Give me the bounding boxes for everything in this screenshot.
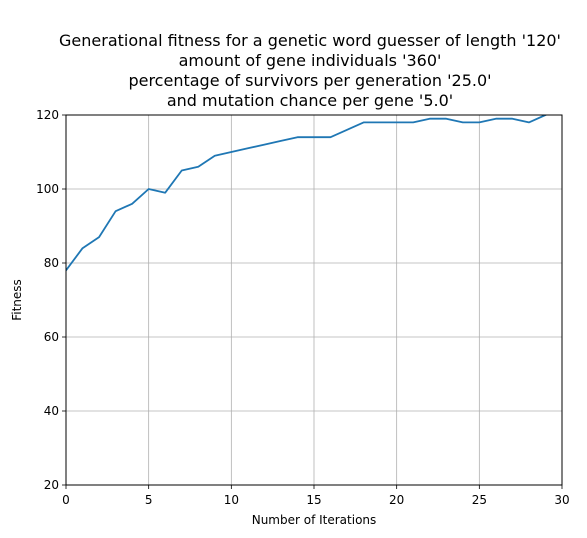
chart-title: Generational fitness for a genetic word … [59, 31, 561, 110]
x-axis-label: Number of Iterations [252, 513, 377, 527]
title-line-1: Generational fitness for a genetic word … [59, 31, 561, 50]
y-tick-label-20: 20 [44, 478, 59, 492]
y-axis-label: Fitness [10, 279, 24, 321]
grid-lines [65, 114, 563, 486]
y-tick-label-40: 40 [44, 404, 59, 418]
y-tick-label-60: 60 [44, 330, 59, 344]
y-tick-label-120: 120 [36, 108, 59, 122]
y-axis-ticks: 20 40 60 80 100 120 [36, 108, 66, 492]
series-group [66, 115, 547, 272]
x-tick-label-0: 0 [62, 493, 70, 507]
x-tick-label-5: 5 [145, 493, 153, 507]
series-line-fitness [66, 115, 547, 272]
x-tick-label-20: 20 [389, 493, 404, 507]
x-tick-label-15: 15 [306, 493, 321, 507]
y-tick-label-80: 80 [44, 256, 59, 270]
title-line-3: percentage of survivors per generation '… [128, 71, 491, 90]
y-tick-label-100: 100 [36, 182, 59, 196]
x-axis-ticks: 0 5 10 15 20 25 30 [62, 485, 570, 507]
x-tick-label-25: 25 [472, 493, 487, 507]
title-line-2: amount of gene individuals '360' [179, 51, 442, 70]
x-tick-label-30: 30 [554, 493, 569, 507]
x-tick-label-10: 10 [224, 493, 239, 507]
title-line-4: and mutation chance per gene '5.0' [167, 91, 453, 110]
